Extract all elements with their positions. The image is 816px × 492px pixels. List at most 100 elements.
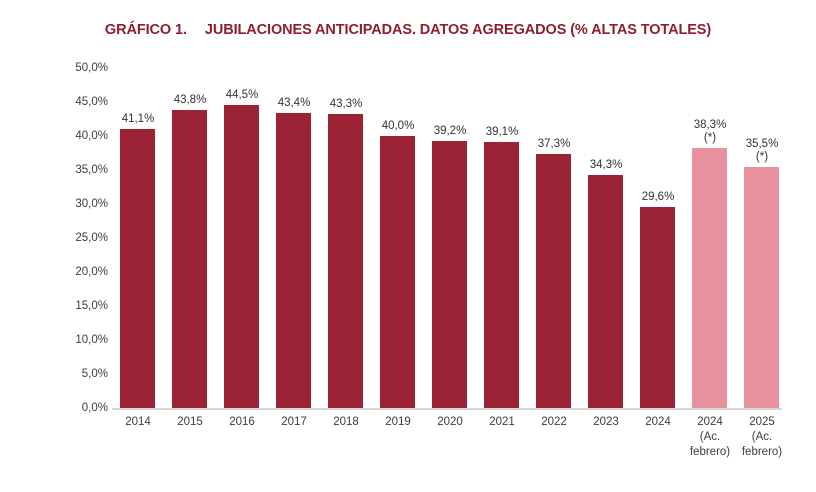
x-axis-label-year: 2025 bbox=[749, 416, 775, 428]
bar-value-label: 37,3% bbox=[522, 138, 586, 151]
y-axis-tick: 30,0% bbox=[75, 198, 108, 210]
bar[interactable] bbox=[640, 206, 675, 408]
x-axis-label-sub: (Ac. bbox=[751, 431, 773, 443]
bar[interactable] bbox=[380, 136, 415, 408]
bar-value-label: 43,4% bbox=[262, 97, 326, 110]
bar-value-label: 44,5% bbox=[210, 89, 274, 102]
bar-group: 43,3% 2018 bbox=[320, 0, 372, 492]
bar[interactable] bbox=[432, 141, 467, 408]
x-axis-label-year: 2022 bbox=[541, 416, 567, 428]
bar-group: 44,5% 2016 bbox=[216, 0, 268, 492]
bar-value-text: 44,5% bbox=[225, 89, 259, 102]
bar-value-text: 34,3% bbox=[589, 158, 623, 171]
x-axis-label: 2024 bbox=[626, 415, 690, 430]
bar-value-text: 39,1% bbox=[485, 126, 519, 139]
x-axis-label: 2023 bbox=[574, 415, 638, 430]
y-axis-tick: 10,0% bbox=[75, 334, 108, 346]
y-axis: 50,0% 45,0% 40,0% 35,0% 30,0% 25,0% 20,0% 15,0%… bbox=[52, 60, 108, 416]
y-axis-tick: 50,0% bbox=[75, 62, 108, 74]
bar-group: 37,3% 2022 bbox=[528, 0, 580, 492]
page-title: GRÁFICO 1. JUBILACIONES ANTICIPADAS. DATO… bbox=[0, 22, 816, 38]
bar[interactable] bbox=[224, 105, 259, 408]
x-axis-label-year: 2024 bbox=[645, 416, 671, 428]
y-axis-tick: 20,0% bbox=[75, 266, 108, 278]
bar-value-label: 35,5% (*) bbox=[730, 138, 794, 164]
bar-value-label: 43,8% bbox=[158, 94, 222, 107]
bar-value-text: 29,6% bbox=[641, 190, 675, 203]
bar-value-note: (*) bbox=[755, 150, 769, 163]
bar-group: 39,1% 2021 bbox=[476, 0, 528, 492]
x-axis-label-year: 2024 bbox=[697, 416, 723, 428]
bar-value-label: 39,1% bbox=[470, 126, 534, 139]
x-axis-label: 2025 (Ac. febrero) bbox=[730, 415, 794, 460]
x-axis-label-year: 2016 bbox=[229, 416, 255, 428]
bar-value-label: 41,1% bbox=[106, 113, 170, 126]
x-axis-label: 2017 bbox=[262, 415, 326, 430]
bar-group: 43,8% 2015 bbox=[164, 0, 216, 492]
x-axis-label-sub: febrero) bbox=[741, 446, 783, 458]
bar[interactable] bbox=[536, 154, 571, 408]
x-axis-label: 2016 bbox=[210, 415, 274, 430]
x-axis-label: 2018 bbox=[314, 415, 378, 430]
x-axis-label-sub: febrero) bbox=[689, 446, 731, 458]
bar[interactable] bbox=[328, 113, 363, 408]
bar-group: 34,3% 2023 bbox=[580, 0, 632, 492]
bar-value-label: 38,3% (*) bbox=[678, 119, 742, 145]
x-axis-label: 2022 bbox=[522, 415, 586, 430]
bar-value-label: 40,0% bbox=[366, 120, 430, 133]
bar-group: 39,2% 2020 bbox=[424, 0, 476, 492]
x-axis-baseline bbox=[112, 408, 782, 410]
x-axis-label: 2015 bbox=[158, 415, 222, 430]
bar-value-note: (*) bbox=[703, 131, 717, 144]
bar[interactable] bbox=[120, 128, 155, 408]
bar-value-text: 35,5% bbox=[745, 137, 779, 150]
bar[interactable] bbox=[172, 110, 207, 408]
bar-value-label: 29,6% bbox=[626, 191, 690, 204]
bar[interactable] bbox=[744, 166, 779, 408]
x-axis-label-year: 2017 bbox=[281, 416, 307, 428]
x-axis-label-year: 2018 bbox=[333, 416, 359, 428]
bar[interactable] bbox=[276, 112, 311, 408]
x-axis-label-year: 2021 bbox=[489, 416, 515, 428]
x-axis-label-year: 2023 bbox=[593, 416, 619, 428]
bar-value-label: 39,2% bbox=[418, 125, 482, 138]
bar-group: 29,6% 2024 bbox=[632, 0, 684, 492]
chart-title-text: JUBILACIONES ANTICIPADAS. DATOS AGREGADO… bbox=[204, 22, 712, 38]
x-axis-label-sub: (Ac. bbox=[699, 431, 721, 443]
y-axis-tick: 5,0% bbox=[81, 368, 108, 380]
bar-value-text: 43,4% bbox=[277, 96, 311, 109]
bar-group: 38,3% (*) 2024 (Ac. febrero) bbox=[684, 0, 736, 492]
x-axis-label-year: 2019 bbox=[385, 416, 411, 428]
y-axis-tick: 15,0% bbox=[75, 300, 108, 312]
x-axis-label: 2020 bbox=[418, 415, 482, 430]
chart-number: GRÁFICO 1. bbox=[104, 22, 187, 38]
bar[interactable] bbox=[692, 147, 727, 408]
bar-value-text: 40,0% bbox=[381, 120, 415, 132]
y-axis-tick: 40,0% bbox=[75, 130, 108, 142]
y-axis-tick: 35,0% bbox=[75, 164, 108, 176]
y-axis-tick: 45,0% bbox=[75, 96, 108, 108]
bar-value-text: 38,3% bbox=[693, 118, 727, 131]
x-axis-label: 2014 bbox=[106, 415, 170, 430]
x-axis-label: 2019 bbox=[366, 415, 430, 430]
bar-value-text: 37,3% bbox=[537, 138, 571, 151]
y-axis-tick: 25,0% bbox=[75, 232, 108, 244]
bar[interactable] bbox=[588, 174, 623, 408]
bar-value-label: 34,3% bbox=[574, 159, 638, 172]
x-axis-label-year: 2015 bbox=[177, 416, 203, 428]
y-axis-tick: 0,0% bbox=[81, 402, 108, 414]
bar-group: 41,1% 2014 bbox=[112, 0, 164, 492]
bar[interactable] bbox=[484, 142, 519, 408]
bar-group: 40,0% 2019 bbox=[372, 0, 424, 492]
bar-value-text: 39,2% bbox=[433, 125, 467, 138]
bar-value-text: 43,8% bbox=[173, 94, 207, 107]
bar-group: 35,5% (*) 2025 (Ac. febrero) bbox=[736, 0, 788, 492]
x-axis-label: 2021 bbox=[470, 415, 534, 430]
bar-value-text: 43,3% bbox=[329, 97, 363, 110]
x-axis-label-year: 2014 bbox=[125, 416, 151, 428]
x-axis-label-year: 2020 bbox=[437, 416, 463, 428]
bar-group: 43,4% 2017 bbox=[268, 0, 320, 492]
x-axis-label: 2024 (Ac. febrero) bbox=[678, 415, 742, 460]
